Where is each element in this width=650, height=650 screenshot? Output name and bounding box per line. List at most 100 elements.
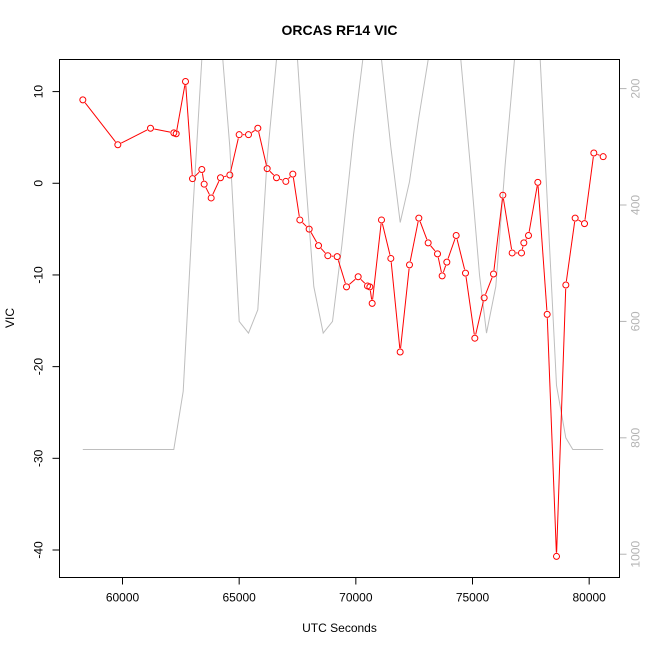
vic-point [217, 174, 224, 182]
vic-segment [475, 301, 484, 335]
vic-point [520, 239, 528, 247]
vic-point [172, 130, 180, 138]
vic-point [147, 124, 154, 132]
vic-point [254, 124, 262, 132]
vic-point [368, 299, 376, 307]
vic-point [562, 281, 570, 289]
vic-point [333, 253, 341, 261]
vic-segment [381, 223, 391, 255]
vic-point [508, 249, 516, 257]
vic-segment [437, 257, 442, 273]
vic-segment [597, 153, 600, 156]
vic-segment [258, 131, 267, 166]
vic-segment [310, 232, 318, 243]
vic-point [354, 273, 362, 281]
vic-segment [502, 198, 513, 250]
vic-point [406, 261, 413, 269]
vic-point [387, 254, 395, 262]
vic-segment [430, 245, 436, 252]
vic-point [553, 552, 560, 560]
vic-segment [201, 173, 205, 181]
y-tick-label: 0 [32, 180, 46, 187]
vic-segment [456, 239, 466, 270]
y-tick-label: 10 [32, 85, 46, 99]
vic-segment [205, 187, 210, 195]
vic-point [590, 149, 598, 157]
vic-point [396, 348, 404, 356]
vic-segment [400, 268, 410, 349]
vic-segment [537, 186, 548, 311]
y2-tick-label: 400 [629, 195, 643, 215]
vic-point [343, 283, 350, 291]
y2-tick-label: 600 [629, 311, 643, 331]
x-axis-label: UTC Seconds [302, 621, 377, 635]
y2-tick-label: 800 [629, 427, 643, 447]
vic-segment [212, 181, 220, 195]
vic-point [114, 141, 122, 149]
vic-segment [493, 198, 503, 271]
x-axis: 60000 65000 70000 75000 80000 [106, 577, 606, 605]
vic-segment [390, 262, 401, 349]
y-tick-label: -30 [32, 449, 46, 467]
vic-segment [546, 318, 557, 553]
vic-segment [269, 170, 275, 176]
vic-point [415, 214, 423, 222]
y-axis-left: -40 -30 -20 -10 0 10 [32, 85, 60, 559]
vic-point [226, 171, 234, 179]
vic-segment [442, 265, 447, 273]
x-tick-label: 65000 [222, 591, 256, 605]
vic-point [438, 272, 446, 280]
x-tick-label: 80000 [572, 591, 606, 605]
vic-segment [84, 102, 116, 143]
vic-segment [279, 178, 283, 181]
vic-point [443, 258, 451, 266]
y-tick-label: -20 [32, 358, 46, 376]
y-tick-label: -10 [32, 266, 46, 284]
vic-point [480, 294, 488, 302]
vic-segment [251, 130, 255, 133]
vic-segment [185, 85, 193, 175]
pressure-line [82, 59, 604, 450]
y-axis-label: VIC [3, 308, 17, 328]
vic-point [366, 283, 374, 291]
vic-point [245, 131, 252, 139]
red-series [79, 78, 607, 560]
vic-segment [120, 129, 148, 144]
vic-segment [302, 222, 307, 227]
vic-segment [521, 246, 524, 250]
vic-point [452, 232, 460, 240]
x-tick-label: 75000 [456, 591, 490, 605]
vic-segment [224, 175, 227, 178]
vic-segment [584, 156, 594, 220]
gray-series [82, 59, 604, 450]
vic-segment [447, 238, 456, 259]
vic-point [324, 252, 332, 260]
vic-point [571, 214, 579, 222]
vic-point [471, 334, 479, 342]
chart-title: ORCAS RF14 VIC [282, 22, 398, 38]
vic-segment [578, 219, 582, 223]
vic-segment [528, 186, 538, 232]
vic-point [273, 174, 280, 182]
vic-point [282, 177, 290, 185]
plot-frame [59, 59, 620, 578]
vic-point [534, 178, 542, 186]
vic-segment [556, 288, 567, 553]
vic-point [315, 242, 322, 250]
vic-segment [465, 276, 475, 335]
vic-point [263, 165, 271, 173]
vic-point [434, 250, 441, 258]
vic-segment [337, 260, 346, 284]
y-tick-label: -40 [32, 541, 46, 559]
vic-point [235, 131, 243, 139]
vic-point [182, 78, 189, 86]
vic-segment [485, 277, 493, 295]
vic-segment [230, 138, 239, 172]
y-axis-right: 200 400 600 800 1000 [619, 78, 643, 568]
vic-point [200, 180, 208, 188]
vic-segment [320, 248, 326, 254]
vic-segment [194, 171, 200, 177]
vic-segment [565, 221, 576, 282]
vic-point [296, 216, 304, 224]
